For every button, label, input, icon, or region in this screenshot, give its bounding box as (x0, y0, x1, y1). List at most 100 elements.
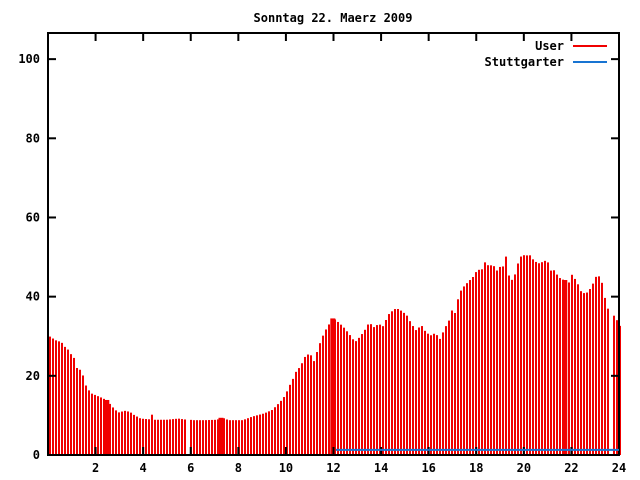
user-impulse-bar (271, 410, 273, 455)
user-impulse-bar (280, 400, 282, 455)
user-impulse-bar (547, 262, 549, 455)
legend-item-stuttgarter: Stuttgarter (485, 55, 607, 69)
user-impulse-bar (85, 385, 87, 455)
user-impulse-bar (577, 284, 579, 455)
user-impulse-bar (451, 310, 453, 455)
user-impulse-bar (250, 417, 252, 455)
user-impulse-bar (352, 339, 354, 455)
user-impulse-bar (175, 418, 177, 455)
user-impulse-bar (598, 276, 600, 455)
user-impulse-bar (595, 276, 597, 455)
user-impulse-bar (370, 324, 372, 455)
user-impulse-bar (298, 368, 300, 455)
user-impulse-bar (505, 256, 507, 455)
user-impulse-bar (277, 404, 279, 455)
legend-line-stuttgarter-sample (573, 61, 607, 63)
user-impulse-bar (379, 324, 381, 455)
user-impulse-bar (118, 412, 120, 455)
user-impulse-bar (322, 335, 324, 455)
user-impulse-bar (139, 418, 141, 455)
user-impulse-bar (166, 419, 168, 455)
x-axis-label: 10 (279, 461, 293, 475)
user-impulse-bar (478, 269, 480, 455)
user-impulse-bar (82, 375, 84, 455)
user-impulse-bar (559, 278, 561, 455)
user-impulse-bar (193, 420, 195, 455)
user-impulse-bar (97, 396, 99, 455)
user-impulse-bar (613, 315, 615, 455)
user-impulse-bar (616, 320, 618, 455)
x-axis-label: 12 (326, 461, 340, 475)
user-impulse-bar (133, 414, 135, 455)
user-impulse-bar (385, 319, 387, 455)
user-impulse-bar (52, 338, 54, 455)
user-impulse-bar (574, 278, 576, 455)
user-impulse-bar (463, 286, 465, 455)
y-axis-label: 60 (26, 210, 40, 224)
user-impulse-bar (454, 313, 456, 455)
user-impulse-bar (541, 262, 543, 455)
user-impulse-bar (517, 263, 519, 455)
user-impulse-bar (388, 314, 390, 455)
user-impulse-bar (49, 336, 51, 455)
user-impulse-bar (469, 280, 471, 455)
user-impulse-bar (340, 324, 342, 455)
user-impulse-bar (178, 418, 180, 455)
user-impulse-bar (295, 371, 297, 455)
legend: User Stuttgarter (485, 39, 607, 69)
user-impulse-bar (154, 419, 156, 455)
user-impulse-bar (286, 391, 288, 455)
user-impulse-bar (265, 412, 267, 455)
user-impulse-bar (496, 270, 498, 455)
user-impulse-bar (172, 419, 174, 455)
user-impulse-bar (115, 410, 117, 455)
user-impulse-bar (358, 337, 360, 455)
chart-title: Sonntag 22. Maerz 2009 (253, 11, 413, 25)
user-impulse-bar (190, 419, 192, 455)
user-impulse-bar (487, 265, 489, 455)
user-impulse-bar (526, 255, 528, 455)
user-impulse-bar (289, 384, 291, 455)
user-impulse-bar (325, 329, 327, 455)
user-impulse-bar (100, 397, 102, 455)
user-impulse-bar (580, 291, 582, 455)
legend-label-user: User (535, 39, 564, 53)
user-impulse-bar (310, 355, 312, 455)
y-axis-label: 80 (26, 131, 40, 145)
user-impulse-bar (145, 419, 147, 455)
user-impulse-bar (127, 411, 129, 455)
user-solid-column (330, 318, 336, 455)
user-impulse-bar (457, 299, 459, 455)
user-impulse-bar (382, 326, 384, 455)
user-impulse-bar (148, 419, 150, 455)
x-axis-label: 22 (564, 461, 578, 475)
user-impulse-bar (94, 394, 96, 455)
user-impulse-bar (349, 335, 351, 455)
user-impulse-bar (436, 335, 438, 455)
user-impulse-bar (274, 407, 276, 455)
user-impulse-bar (373, 327, 375, 455)
x-axis-label: 20 (517, 461, 531, 475)
user-impulse-bar (529, 255, 531, 455)
user-impulse-bar (181, 419, 183, 455)
user-impulse-bar (472, 277, 474, 455)
user-impulse-bar (499, 266, 501, 455)
user-impulse-bar (571, 274, 573, 455)
user-impulse-bar (481, 269, 483, 455)
user-impulse-bar (247, 418, 249, 455)
user-impulse-bar (130, 412, 132, 455)
user-impulse-bar (415, 330, 417, 455)
user-impulse-bar (169, 419, 171, 455)
user-impulse-bar (604, 297, 606, 455)
user-impulse-bar (475, 272, 477, 455)
user-impulse-bar (112, 407, 114, 455)
user-impulse-bar (502, 266, 504, 455)
user-impulse-bar (244, 419, 246, 455)
user-impulse-bar (607, 308, 609, 455)
x-axis-label: 18 (469, 461, 483, 475)
user-impulse-bar (355, 341, 357, 455)
user-impulse-bar (532, 259, 534, 455)
user-impulse-bar (589, 289, 591, 455)
user-impulse-bar (61, 342, 63, 455)
